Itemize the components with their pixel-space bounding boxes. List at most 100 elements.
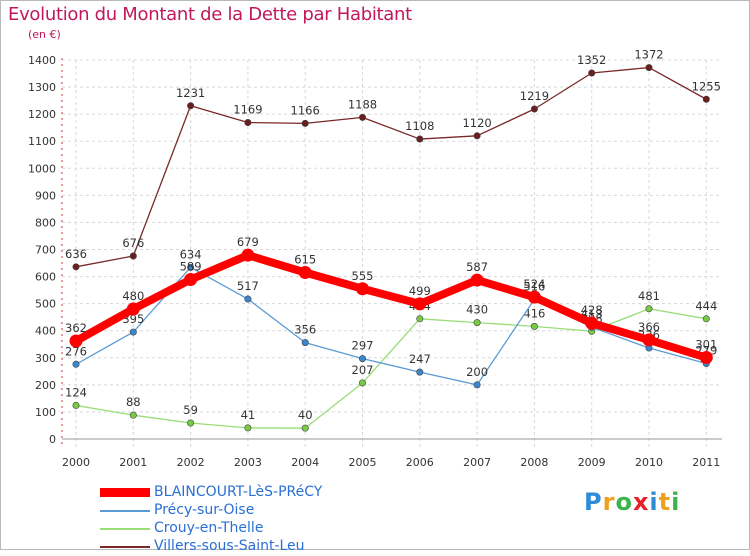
data-label: 499 [409, 284, 431, 298]
x-tick-label: 2010 [635, 456, 663, 469]
x-tick-label: 2001 [119, 456, 147, 469]
data-label: 555 [352, 269, 374, 283]
data-point [699, 351, 713, 365]
data-point [301, 339, 309, 347]
data-point [126, 302, 140, 316]
legend: BLAINCOURT-LèS-PRéCY Précy-sur-Oise Crouy-… [100, 484, 460, 556]
data-label: 1255 [692, 79, 721, 93]
data-label: 200 [466, 365, 488, 379]
data-label: 88 [126, 395, 141, 409]
data-point [585, 316, 599, 330]
data-point [129, 252, 137, 260]
data-point [473, 381, 481, 389]
data-point [129, 411, 137, 419]
logo-letter: o [615, 488, 633, 516]
data-label: 247 [409, 352, 431, 366]
data-point [301, 424, 309, 432]
logo-letter: t [658, 488, 672, 516]
data-point [473, 132, 481, 140]
y-tick-label: 1400 [28, 54, 56, 67]
data-label: 524 [523, 277, 545, 291]
data-point [184, 273, 198, 287]
series-line-villers-sous-saint-leu [75, 66, 707, 268]
data-label: 276 [65, 344, 87, 358]
data-point [244, 295, 252, 303]
y-tick-label: 500 [35, 298, 56, 311]
legend-swatch [100, 488, 150, 497]
x-tick-label: 2005 [349, 456, 377, 469]
legend-label: Crouy-en-Thelle [154, 520, 264, 536]
y-tick-label: 1100 [28, 135, 56, 148]
data-point [301, 119, 309, 127]
y-tick-label: 900 [35, 189, 56, 202]
data-label: 1231 [176, 86, 205, 100]
chart-title: Evolution du Montant de la Dette par Hab… [8, 4, 412, 25]
y-tick-label: 800 [35, 216, 56, 229]
data-point [530, 322, 538, 330]
proxiti-logo: Proxiti [584, 488, 680, 516]
data-label: 428 [581, 303, 603, 317]
x-tick-label: 2007 [463, 456, 491, 469]
data-label: 1166 [291, 103, 320, 117]
data-point [358, 379, 366, 387]
data-label: 41 [241, 408, 256, 422]
data-label: 40 [298, 408, 313, 422]
data-point [69, 334, 83, 348]
data-point [416, 315, 424, 323]
y-tick-label: 200 [35, 379, 56, 392]
data-point [358, 355, 366, 363]
logo-letter: x [632, 488, 650, 516]
logo-letter: i [649, 488, 659, 516]
data-label: 679 [237, 235, 259, 249]
data-point [72, 263, 80, 271]
data-label: 124 [65, 385, 87, 399]
data-label: 59 [183, 403, 198, 417]
data-label: 1188 [348, 97, 377, 111]
data-label: 676 [122, 236, 144, 250]
data-label: 301 [695, 338, 717, 352]
legend-item: Précy-sur-Oise [100, 502, 460, 520]
data-point [72, 401, 80, 409]
data-point [702, 315, 710, 323]
data-point [530, 105, 538, 113]
data-point [298, 266, 312, 280]
data-point [413, 297, 427, 311]
legend-label: Villers-sous-Saint-Leu [154, 538, 305, 554]
y-tick-label: 1300 [28, 81, 56, 94]
data-label: 1120 [462, 116, 491, 130]
data-label: 362 [65, 321, 87, 335]
data-label: 444 [695, 299, 717, 313]
y-tick-label: 300 [35, 352, 56, 365]
x-tick-label: 2009 [578, 456, 606, 469]
data-label: 1352 [577, 53, 606, 67]
data-point [241, 248, 255, 262]
x-tick-label: 2004 [291, 456, 319, 469]
data-label: 356 [294, 323, 316, 337]
data-label: 1169 [233, 103, 262, 117]
y-tick-label: 1000 [28, 162, 56, 175]
data-point [642, 333, 656, 347]
data-label: 589 [180, 260, 202, 274]
data-point [645, 305, 653, 313]
data-label: 587 [466, 260, 488, 274]
legend-swatch [100, 510, 150, 512]
data-label: 480 [122, 289, 144, 303]
data-point [416, 368, 424, 376]
data-point [473, 319, 481, 327]
chart-unit-label: (en €) [28, 28, 61, 41]
data-label: 297 [352, 339, 374, 353]
y-tick-label: 0 [49, 433, 56, 446]
y-tick-label: 400 [35, 325, 56, 338]
series-line-pr-cy-sur-oise [75, 266, 707, 386]
data-point [645, 64, 653, 72]
x-tick-label: 2002 [177, 456, 205, 469]
x-tick-label: 2011 [692, 456, 720, 469]
y-tick-label: 600 [35, 271, 56, 284]
data-point [416, 135, 424, 143]
data-label: 416 [523, 306, 545, 320]
y-tick-label: 100 [35, 406, 56, 419]
data-point [187, 263, 195, 271]
data-point [356, 282, 369, 296]
data-point [588, 69, 596, 77]
